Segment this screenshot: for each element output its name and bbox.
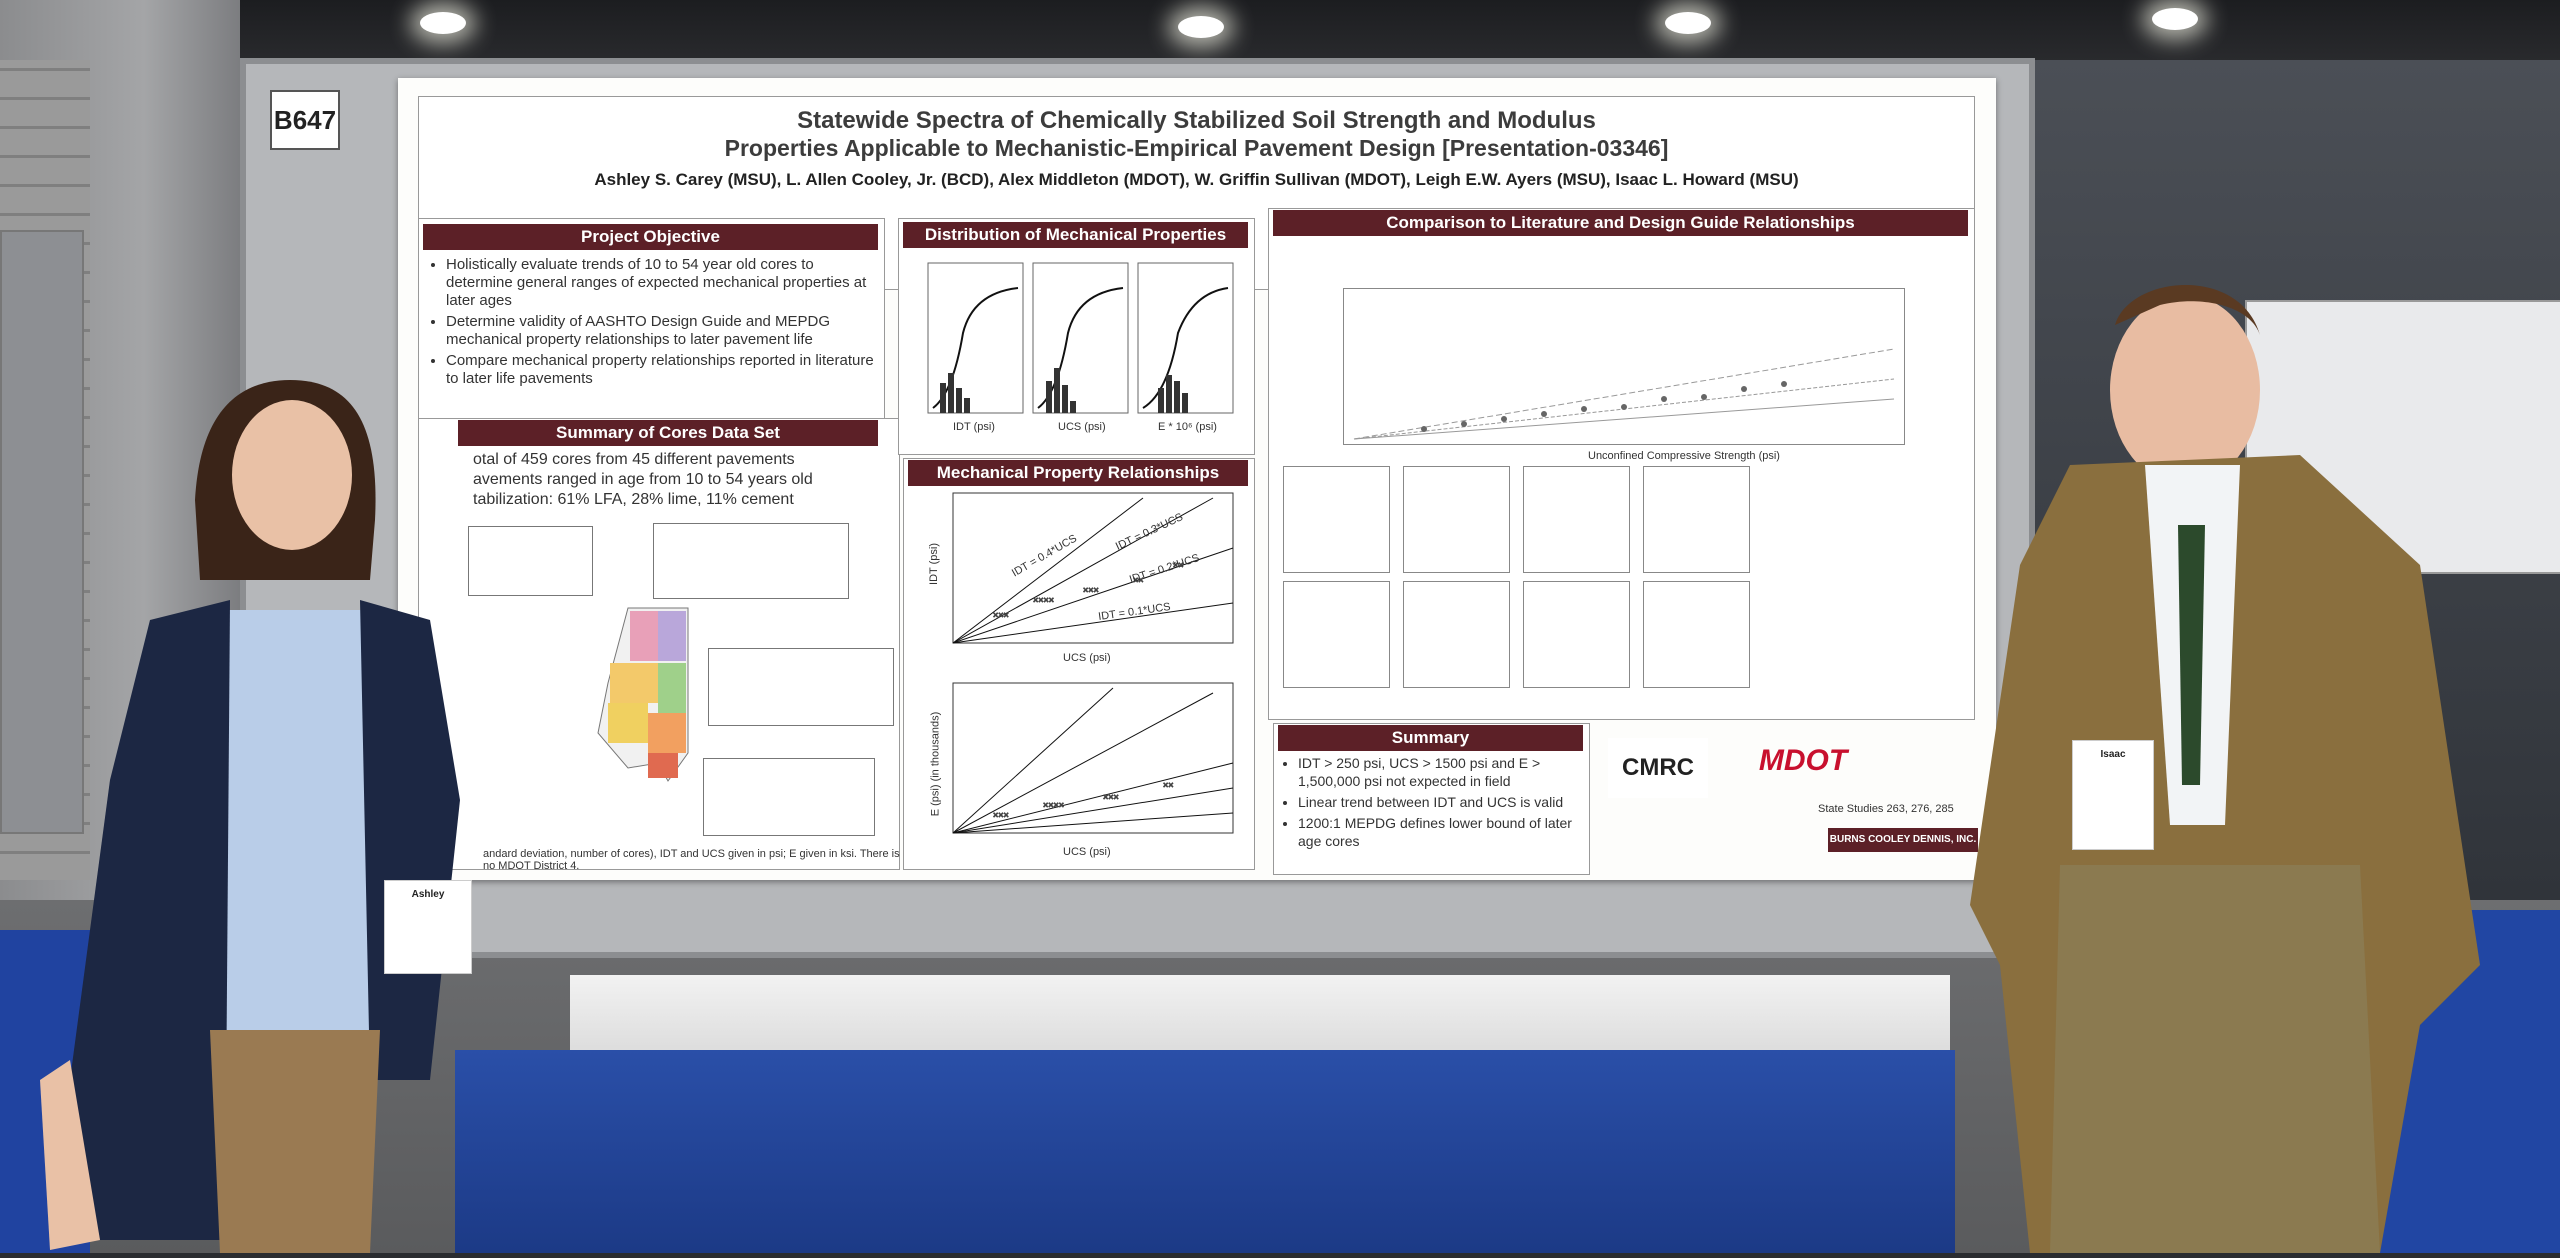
histogram-idt <box>927 262 1024 414</box>
objective-header: Project Objective <box>423 224 878 250</box>
booth-number: B647 <box>270 90 340 150</box>
name-badge: Ashley <box>384 880 472 974</box>
table-skirt <box>455 1050 1955 1253</box>
ceiling-light <box>420 12 466 34</box>
svg-text:××: ×× <box>1163 780 1174 790</box>
relationships-header: Mechanical Property Relationships <box>908 460 1248 486</box>
e-vs-ucs-chart: ××× ×××× ××× ×× E (psi) (in thousands) UCS … <box>913 678 1243 863</box>
modulus-mini-chart <box>1403 466 1510 573</box>
histogram-xlabel: IDT (psi) <box>953 421 995 433</box>
cores-item: avements ranged in age from 10 to 54 yea… <box>473 471 813 488</box>
mississippi-district-map <box>588 603 698 783</box>
poster-title-line2: Properties Applicable to Mechanistic-Emp… <box>724 135 1669 161</box>
cores-footnote: andard deviation, number of cores), IDT … <box>483 848 900 872</box>
district-table <box>653 523 849 599</box>
cores-header: Summary of Cores Data Set <box>458 420 878 446</box>
badge-name: Isaac <box>2100 749 2126 760</box>
histogram-ucs <box>1032 262 1129 414</box>
idt-ylabel: IDT (psi) <box>927 543 940 585</box>
ceiling-light <box>2152 8 2198 30</box>
distribution-header: Distribution of Mechanical Properties <box>903 222 1248 248</box>
modulus-mini-chart <box>1643 466 1750 573</box>
district-table <box>703 758 875 836</box>
cmrc-logo: CMRC <box>1608 738 1708 798</box>
modulus-mini-chart <box>1283 581 1390 688</box>
svg-text:×××: ××× <box>993 810 1009 820</box>
distribution-histograms: IDT (psi) UCS (psi) E * 10⁶ (psi) <box>908 253 1248 443</box>
svg-text:××××: ×××× <box>1043 800 1064 810</box>
district-table <box>708 648 894 726</box>
badge-name: Ashley <box>411 889 445 900</box>
comparison-header: Comparison to Literature and Design Guid… <box>1273 210 1968 236</box>
cores-item: tabilization: 61% LFA, 28% lime, 11% cem… <box>473 491 794 508</box>
summary-item: 1200:1 MEPDG defines lower bound of late… <box>1298 814 1583 850</box>
svg-text:××: ×× <box>1173 560 1184 570</box>
svg-text:×××: ××× <box>1103 792 1119 802</box>
bcd-logo: BURNS COOLEY DENNIS, INC. <box>1828 828 1978 852</box>
summary-item: Linear trend between IDT and UCS is vali… <box>1298 793 1583 811</box>
person-right <box>1960 265 2520 1253</box>
svg-text:×××: ××× <box>1083 585 1099 595</box>
poster-authors: Ashley S. Carey (MSU), L. Allen Cooley, … <box>594 170 1799 189</box>
mdot-logo: MDOT <box>1758 744 1848 777</box>
histogram-e <box>1137 262 1234 414</box>
histogram-xlabel: UCS (psi) <box>1058 421 1106 433</box>
svg-text:××: ×× <box>1133 575 1144 585</box>
name-badge: Isaac <box>2072 740 2154 850</box>
district-table <box>468 526 593 596</box>
person-left <box>30 380 590 1253</box>
state-studies: State Studies 263, 276, 285 <box>1818 803 1954 815</box>
svg-text:××××: ×××× <box>1033 595 1054 605</box>
summary-item: IDT > 250 psi, UCS > 1500 psi and E > 1,… <box>1298 754 1583 790</box>
idt-vs-ucs-chart: ××× ×××× ××× ×× ×× IDT (psi) UCS (psi) IDT =… <box>913 488 1243 668</box>
cores-list: otal of 459 cores from 45 different pave… <box>473 450 893 510</box>
objective-item: Determine validity of AASHTO Design Guid… <box>446 313 878 349</box>
poster-title-line1: Statewide Spectra of Chemically Stabiliz… <box>797 107 1596 134</box>
comparison-xlabel: Unconfined Compressive Strength (psi) <box>1588 450 1780 462</box>
modulus-mini-chart <box>1283 466 1390 573</box>
ceiling-light <box>1665 12 1711 34</box>
e-ylabel: E (psi) (in thousands) <box>929 711 942 817</box>
idt-xlabel: UCS (psi) <box>1063 652 1111 664</box>
summary-header: Summary <box>1278 725 1583 751</box>
modulus-mini-chart <box>1523 581 1630 688</box>
modulus-mini-chart <box>1403 581 1510 688</box>
objective-list: Holistically evaluate trends of 10 to 54… <box>426 256 878 391</box>
table-top <box>570 975 1950 1055</box>
cores-item: otal of 459 cores from 45 different pave… <box>473 451 795 468</box>
ceiling-light <box>1178 16 1224 38</box>
histogram-xlabel: E * 10⁶ (psi) <box>1158 421 1217 433</box>
summary-list: IDT > 250 psi, UCS > 1500 psi and E > 1,… <box>1278 754 1583 853</box>
objective-item: Holistically evaluate trends of 10 to 54… <box>446 256 878 310</box>
poster: Statewide Spectra of Chemically Stabiliz… <box>398 78 1996 880</box>
modulus-mini-chart <box>1643 581 1750 688</box>
modulus-mini-chart <box>1523 466 1630 573</box>
objective-item: Compare mechanical property relationship… <box>446 352 878 388</box>
e-xlabel: UCS (psi) <box>1063 846 1111 858</box>
comparison-main-chart <box>1343 288 1905 445</box>
svg-text:×××: ××× <box>993 610 1009 620</box>
